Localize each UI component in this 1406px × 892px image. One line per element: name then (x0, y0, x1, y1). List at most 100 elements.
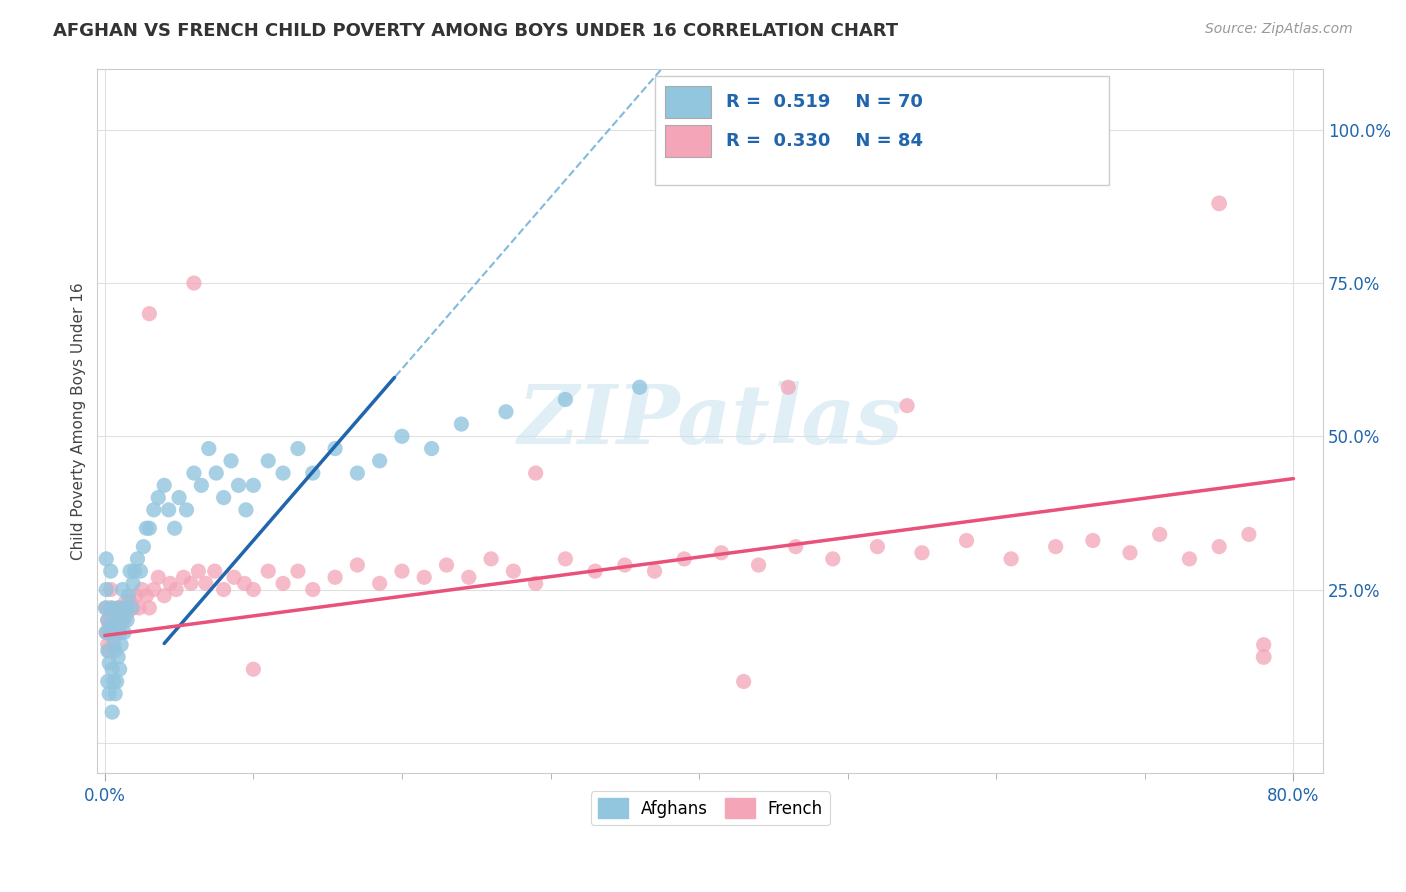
Point (436, 558, 458, 572)
Point (138, 521, 160, 535)
Point (114, 595, 136, 609)
Point (157, 503, 180, 517)
Point (271, 576, 294, 591)
Point (100, 582, 122, 597)
Point (173, 570, 195, 584)
Point (242, 478, 264, 492)
Point (98, 687, 121, 701)
Point (100, 613, 122, 627)
Point (96, 601, 118, 615)
Point (257, 564, 280, 578)
Point (135, 589, 157, 603)
Point (148, 491, 170, 505)
Point (183, 466, 205, 480)
Point (118, 564, 141, 578)
Point (97, 638, 120, 652)
Point (1237, 527, 1260, 541)
Point (785, 540, 807, 554)
Point (108, 662, 131, 676)
Point (346, 466, 368, 480)
Point (103, 632, 125, 646)
Point (180, 576, 202, 591)
Point (101, 619, 124, 633)
Point (583, 564, 606, 578)
Point (710, 546, 733, 560)
Point (190, 478, 212, 492)
Point (628, 380, 651, 394)
Point (1208, 540, 1230, 554)
Point (1045, 540, 1067, 554)
Point (747, 558, 769, 572)
Point (98, 644, 121, 658)
Point (524, 576, 547, 591)
Point (197, 442, 219, 456)
Point (96, 552, 118, 566)
Point (104, 687, 127, 701)
Point (125, 589, 148, 603)
Point (112, 613, 135, 627)
Point (142, 503, 165, 517)
Point (112, 625, 135, 640)
Point (479, 552, 502, 566)
Point (108, 625, 131, 640)
Point (368, 454, 391, 468)
Point (495, 405, 517, 419)
Point (346, 558, 368, 572)
Point (450, 417, 472, 431)
Point (138, 601, 160, 615)
Point (323, 442, 346, 456)
Point (148, 570, 170, 584)
Point (121, 601, 143, 615)
Point (110, 613, 132, 627)
Point (101, 625, 124, 640)
Point (129, 564, 152, 578)
Point (115, 613, 138, 627)
Point (101, 662, 124, 676)
Point (1119, 546, 1142, 560)
Point (100, 601, 122, 615)
Point (502, 564, 524, 578)
Point (911, 546, 934, 560)
Point (413, 570, 436, 584)
Point (391, 564, 413, 578)
Y-axis label: Child Poverty Among Boys Under 16: Child Poverty Among Boys Under 16 (72, 282, 86, 560)
FancyBboxPatch shape (665, 87, 711, 118)
Point (301, 582, 323, 597)
Point (1081, 533, 1104, 548)
Point (117, 589, 139, 603)
Point (104, 619, 127, 633)
Point (128, 601, 150, 615)
Point (866, 540, 889, 554)
Point (104, 644, 127, 658)
Point (212, 491, 235, 505)
Point (110, 638, 132, 652)
Point (955, 533, 977, 548)
Point (204, 564, 226, 578)
Point (420, 442, 443, 456)
Point (1000, 552, 1022, 566)
FancyBboxPatch shape (665, 125, 711, 157)
Point (554, 392, 576, 407)
Point (821, 552, 844, 566)
Point (222, 570, 245, 584)
Point (163, 521, 186, 535)
Point (103, 607, 125, 621)
Point (105, 613, 128, 627)
Point (122, 601, 145, 615)
Point (97, 613, 120, 627)
Point (153, 478, 176, 492)
Point (100, 564, 122, 578)
Point (235, 503, 257, 517)
Point (103, 638, 125, 652)
Point (153, 589, 176, 603)
Point (1253, 650, 1275, 665)
Point (111, 601, 134, 615)
Point (101, 601, 124, 615)
Point (127, 552, 149, 566)
Point (142, 582, 165, 597)
Point (287, 442, 309, 456)
Point (167, 491, 190, 505)
Point (124, 564, 146, 578)
Point (1149, 527, 1171, 541)
Point (271, 466, 294, 480)
